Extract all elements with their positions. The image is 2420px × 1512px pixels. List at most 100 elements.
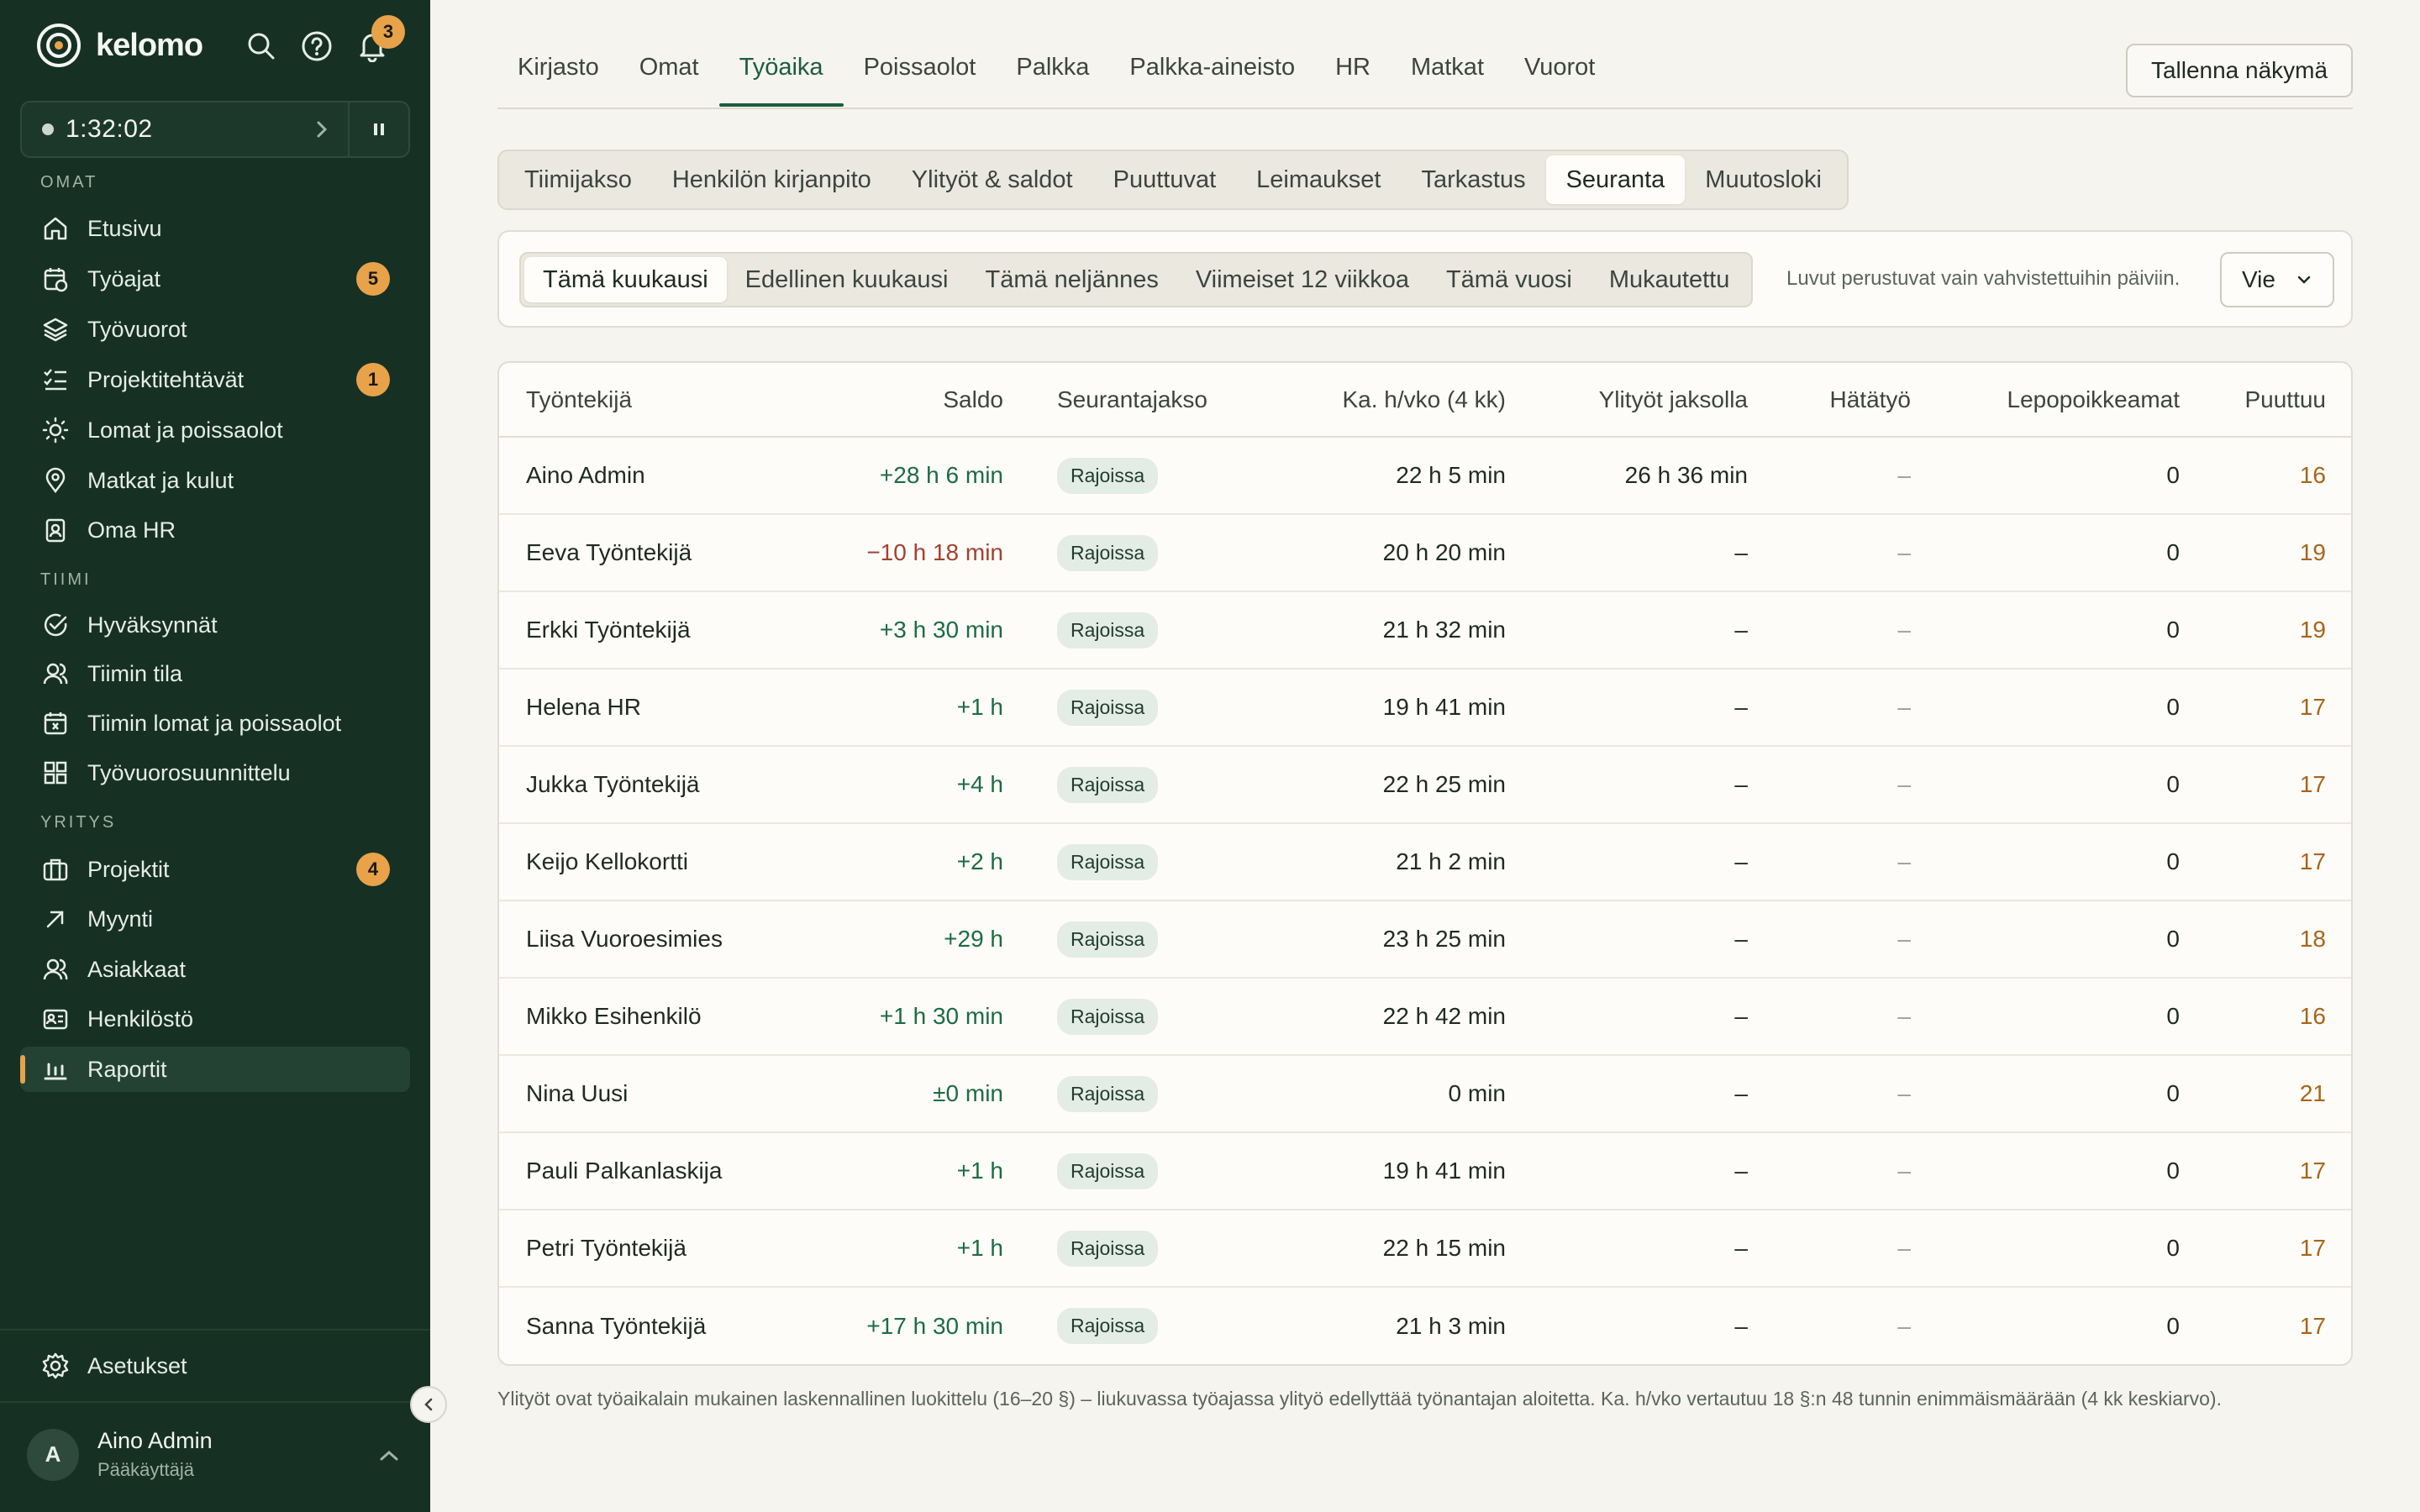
overtime-value: – (1734, 771, 1748, 797)
search-icon[interactable] (244, 29, 279, 64)
overtime-value: – (1734, 617, 1748, 643)
col-header-saldo[interactable]: Saldo (818, 363, 1003, 438)
col-header-missing[interactable]: Puuttuu (2180, 363, 2351, 438)
period-last-12-weeks[interactable]: Viimeiset 12 viikkoa (1195, 265, 1409, 293)
table-row[interactable]: Nina Uusi ±0 min Rajoissa 0 min – – 0 21 (499, 1055, 2351, 1133)
table-cell: – (1748, 1287, 1911, 1364)
table-row[interactable]: Liisa Vuoroesimies +29 h Rajoissa 23 h 25 m… (499, 900, 2351, 979)
tab-poissaolot[interactable]: Poissaolot (863, 54, 976, 81)
saldo-value: ±0 min (933, 1080, 1003, 1106)
table-cell: Rajoissa (1003, 1132, 1255, 1210)
pause-icon (374, 123, 384, 135)
sidebar-item-label: Tiimin lomat ja poissaolot (87, 710, 342, 736)
sidebar-item-asiakkaat[interactable]: Asiakkaat (20, 947, 410, 992)
sidebar-item-etusivu[interactable]: Etusivu (20, 206, 410, 251)
tab-kirjasto[interactable]: Kirjasto (518, 54, 599, 81)
subtab-seuranta[interactable]: Seuranta (1545, 155, 1686, 204)
col-header-employee[interactable]: Työntekijä (499, 363, 818, 438)
tab-vuorot[interactable]: Vuorot (1524, 54, 1596, 81)
save-view-button[interactable]: Tallenna näkymä (2126, 44, 2353, 97)
employee-name: Eeva Työntekijä (526, 539, 692, 565)
filter-note: Luvut perustuvat vain vahvistettuihin pä… (1786, 267, 2181, 290)
col-header-emergency-work[interactable]: Hätätyö (1748, 363, 1911, 438)
period-custom[interactable]: Mukautettu (1608, 265, 1730, 293)
table-row[interactable]: Aino Admin +28 h 6 min Rajoissa 22 h 5 min 2… (499, 437, 2351, 515)
sidebar-item-raportit[interactable]: Raportit (20, 1047, 410, 1092)
timer-display[interactable]: 1:32:02 (22, 102, 350, 156)
missing-count: 17 (2299, 1158, 2326, 1184)
sidebar-item-projektitehtavat[interactable]: Projektitehtävät 1 (20, 357, 410, 402)
sidebar-item-label: Työvuorot (87, 316, 187, 342)
table-cell: Rajoissa (1003, 978, 1255, 1056)
table-cell: – (1506, 1210, 1748, 1288)
table-row[interactable]: Erkki Työntekijä +3 h 30 min Rajoissa 21 h … (499, 591, 2351, 669)
table-row[interactable]: Keijo Kellokortti +2 h Rajoissa 21 h 2 min –… (499, 823, 2351, 901)
brand-name: kelomo (96, 27, 203, 63)
sidebar-item-myynti[interactable]: Myynti (20, 896, 410, 942)
notification-badge: 3 (371, 15, 405, 49)
subtab-leimaukset[interactable]: Leimaukset (1256, 165, 1381, 193)
table-row[interactable]: Mikko Esihenkilö +1 h 30 min Rajoissa 22 h … (499, 978, 2351, 1056)
chevron-up-icon[interactable] (378, 1446, 400, 1465)
tab-omat[interactable]: Omat (639, 54, 699, 81)
overtime-value: – (1734, 1312, 1748, 1339)
tab-hr[interactable]: HR (1335, 54, 1370, 81)
table-cell: Mikko Esihenkilö (499, 978, 818, 1056)
table-row[interactable]: Pauli Palkanlaskija +1 h Rajoissa 19 h 41 m… (499, 1132, 2351, 1210)
tab-matkat[interactable]: Matkat (1410, 54, 1484, 81)
col-header-overtime[interactable]: Ylityöt jaksolla (1506, 363, 1748, 438)
tab-tyoaika[interactable]: Työaika (718, 44, 844, 107)
tab-palkka[interactable]: Palkka (1016, 54, 1090, 81)
subtab-tarkastus[interactable]: Tarkastus (1421, 165, 1526, 193)
sidebar-item-henkilosto[interactable]: Henkilöstö (20, 996, 410, 1042)
sidebar-item-matkat[interactable]: Matkat ja kulut (20, 458, 410, 503)
table-row[interactable]: Eeva Työntekijä −10 h 18 min Rajoissa 20 h … (499, 514, 2351, 592)
table-row[interactable]: Jukka Työntekijä +4 h Rajoissa 22 h 25 min –… (499, 746, 2351, 824)
sidebar-item-asetukset[interactable]: Asetukset (20, 1343, 410, 1389)
subtab-ylityot-saldot[interactable]: Ylityöt & saldot (911, 165, 1073, 193)
rest-exceptions-value: 0 (2166, 771, 2180, 797)
sidebar-item-tiimin-lomat[interactable]: Tiimin lomat ja poissaolot (20, 701, 410, 746)
period-previous-month[interactable]: Edellinen kuukausi (744, 265, 949, 293)
table-cell: ±0 min (818, 1055, 1003, 1133)
sidebar-item-lomat[interactable]: Lomat ja poissaolot (20, 407, 410, 453)
table-cell: 0 (1911, 669, 2180, 747)
col-header-rest-exceptions[interactable]: Lepopoikkeamat (1911, 363, 2180, 438)
avg-hours-value: 21 h 2 min (1396, 848, 1506, 874)
user-menu[interactable]: A Aino Admin Pääkäyttäjä (27, 1428, 213, 1481)
subtab-tiimijakso[interactable]: Tiimijakso (524, 165, 632, 193)
sidebar-item-tyovuorosuunnittelu[interactable]: Työvuorosuunnittelu (20, 750, 410, 795)
subtab-muutosloki[interactable]: Muutosloki (1705, 165, 1822, 193)
table-cell: 23 h 25 min (1255, 900, 1506, 979)
table-cell: Nina Uusi (499, 1055, 818, 1133)
period-this-month[interactable]: Tämä kuukausi (524, 257, 727, 302)
brand[interactable]: kelomo (35, 22, 203, 69)
col-header-avg-hours[interactable]: Ka. h/vko (4 kk) (1255, 363, 1506, 438)
collapse-sidebar-button[interactable] (410, 1386, 447, 1423)
sidebar-item-projektit[interactable]: Projektit 4 (20, 847, 410, 892)
table-cell: Rajoissa (1003, 591, 1255, 669)
pause-button[interactable] (350, 102, 408, 156)
subtab-henkilon-kirjanpito[interactable]: Henkilön kirjanpito (671, 165, 871, 193)
sidebar-item-oma-hr[interactable]: Oma HR (20, 507, 410, 553)
calendar-x-icon (40, 708, 71, 738)
table-row[interactable]: Petri Työntekijä +1 h Rajoissa 22 h 15 min –… (499, 1210, 2351, 1288)
period-this-quarter[interactable]: Tämä neljännes (985, 265, 1159, 293)
bell-icon[interactable]: 3 (355, 15, 405, 64)
sidebar-item-tiimin-tila[interactable]: Tiimin tila (20, 651, 410, 696)
sidebar-item-hyvaksynnat[interactable]: Hyväksynnät (20, 602, 410, 648)
section-title-yritys: YRITYS (40, 813, 117, 832)
export-dropdown[interactable]: Vie (2220, 252, 2334, 307)
table-row[interactable]: Helena HR +1 h Rajoissa 19 h 41 min – – 0 17 (499, 669, 2351, 747)
table-cell: 0 (1911, 978, 2180, 1056)
table-row[interactable]: Sanna Työntekijä +17 h 30 min Rajoissa 21 h… (499, 1287, 2351, 1364)
sidebar-item-tyoajat[interactable]: Työajat 5 (20, 256, 410, 302)
overtime-value: 26 h 36 min (1624, 462, 1748, 488)
subtab-puuttuvat[interactable]: Puuttuvat (1113, 165, 1217, 193)
period-this-year[interactable]: Tämä vuosi (1445, 265, 1572, 293)
col-header-tracking-period[interactable]: Seurantajakso (1003, 363, 1255, 438)
sidebar-item-tyovuorot[interactable]: Työvuorot (20, 307, 410, 352)
tab-palkka-aineisto[interactable]: Palkka-aineisto (1129, 54, 1296, 81)
saldo-value: +1 h (956, 694, 1003, 720)
help-icon[interactable] (299, 29, 334, 64)
